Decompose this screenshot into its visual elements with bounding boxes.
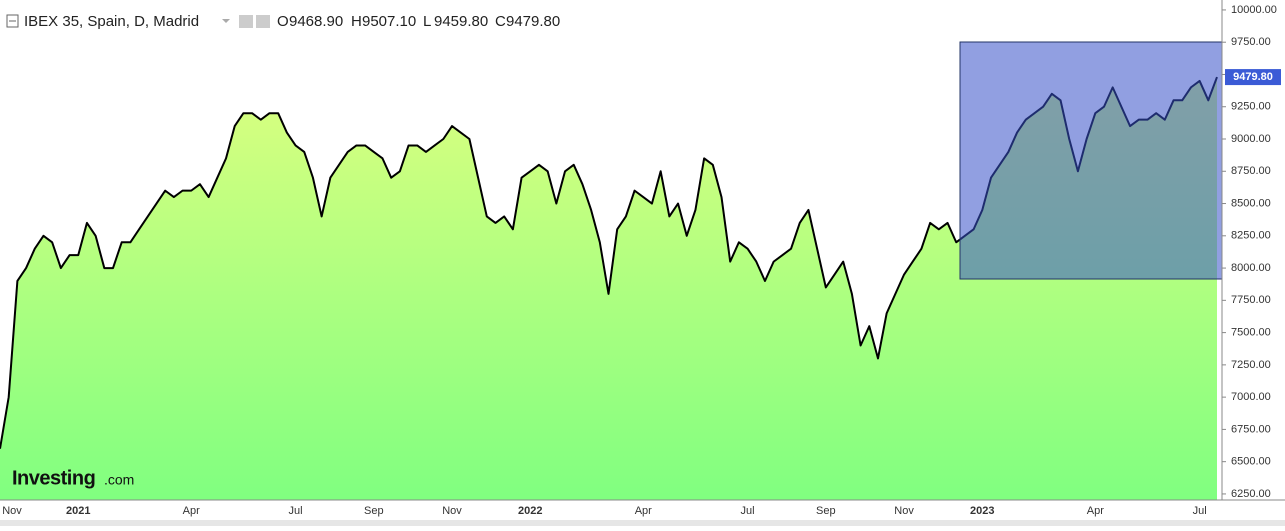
y-tick-label: 7500.00	[1231, 327, 1271, 339]
y-tick-label: 6500.00	[1231, 456, 1271, 468]
x-tick-label: Jul	[741, 505, 755, 517]
high-value: 9507.10	[362, 13, 416, 30]
x-tick-label: Sep	[364, 505, 384, 517]
y-tick-label: 8250.00	[1231, 230, 1271, 242]
x-tick-label: Apr	[635, 505, 652, 517]
y-tick-label: 9250.00	[1231, 101, 1271, 113]
price-tag	[1225, 69, 1281, 86]
y-tick-label: 8750.00	[1231, 165, 1271, 177]
close-label: C	[495, 13, 506, 30]
x-tick-label: Nov	[2, 505, 22, 517]
low-value: 9459.80	[434, 13, 488, 30]
x-tick-label: Jul	[1193, 505, 1207, 517]
area-fill	[0, 77, 1217, 500]
logo-suffix: .com	[104, 472, 134, 488]
x-tick-label: Nov	[442, 505, 462, 517]
y-tick-label: 10000.00	[1231, 4, 1277, 16]
y-tick-label: 7250.00	[1231, 359, 1271, 371]
scrollbar	[0, 520, 1285, 526]
x-tick-label: 2021	[66, 505, 90, 517]
x-tick-label: 2023	[970, 505, 994, 517]
x-tick-label: Apr	[1087, 505, 1104, 517]
collapse-icon[interactable]	[6, 14, 19, 28]
logo: Investing	[12, 467, 95, 489]
settings-icon[interactable]	[256, 15, 270, 28]
y-tick-label: 8000.00	[1231, 262, 1271, 274]
open-value: 9468.90	[289, 13, 343, 30]
close-value: 9479.80	[506, 13, 560, 30]
y-tick-label: 9000.00	[1231, 133, 1271, 145]
dropdown-icon[interactable]	[222, 19, 230, 23]
price-tag-label: 9479.80	[1233, 71, 1273, 83]
x-tick-label: Sep	[816, 505, 836, 517]
y-tick-label: 7750.00	[1231, 294, 1271, 306]
x-tick-label: Apr	[183, 505, 200, 517]
eye-icon[interactable]	[239, 15, 253, 28]
y-tick-label: 9750.00	[1231, 36, 1271, 48]
y-tick-label: 6750.00	[1231, 423, 1271, 435]
x-tick-label: Nov	[894, 505, 914, 517]
y-tick-label: 8500.00	[1231, 197, 1271, 209]
y-tick-label: 6250.00	[1231, 488, 1271, 500]
symbol-title: IBEX 35, Spain, D, Madrid	[24, 13, 199, 30]
x-tick-label: 2022	[518, 505, 542, 517]
y-tick-label: 7000.00	[1231, 391, 1271, 403]
low-label: L	[423, 13, 431, 30]
open-label: O	[277, 13, 289, 30]
high-label: H	[351, 13, 362, 30]
highlight-box	[959, 41, 1223, 280]
x-tick-label: Jul	[289, 505, 303, 517]
